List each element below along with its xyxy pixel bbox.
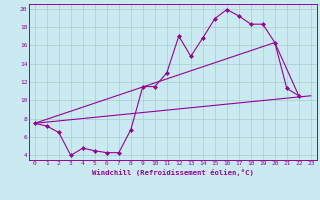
X-axis label: Windchill (Refroidissement éolien,°C): Windchill (Refroidissement éolien,°C) — [92, 169, 254, 176]
